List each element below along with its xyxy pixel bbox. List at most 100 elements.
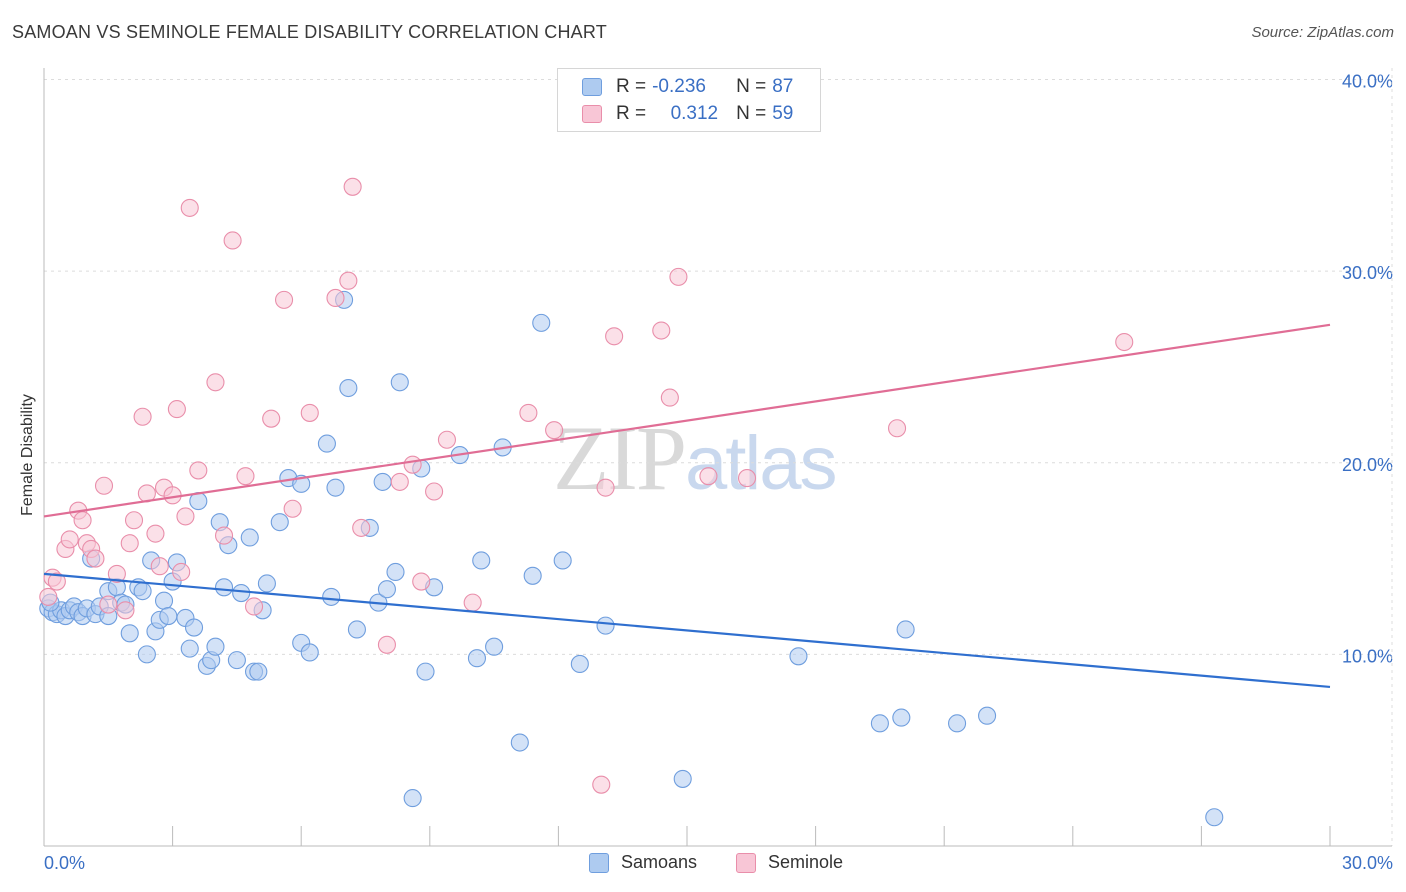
samoans-point [386,562,405,582]
y-tick-label: 30.0% [1342,263,1393,283]
legend-n-label: N = [736,103,767,124]
seminole-point [47,572,66,591]
seminole-point [425,482,444,501]
samoans-point [948,714,967,733]
seminole-point [120,534,139,553]
seminole-point [206,373,225,392]
samoans-point [300,643,319,662]
bottom-legend-label-seminole: Seminole [768,852,844,872]
seminole-point [300,403,319,422]
seminole-point [176,507,195,526]
legend-swatch-samoans [582,78,602,96]
samoans-point [416,662,435,681]
seminole-trend-line [43,323,1331,518]
y-tick-label: 20.0% [1342,455,1393,475]
samoans-point [154,591,174,610]
seminole-point [326,288,345,308]
seminole-point [262,409,281,428]
seminole-point [519,403,538,422]
samoans-point [347,620,366,639]
samoans-point [377,580,396,599]
samoans-point [870,714,889,733]
seminole-point [605,327,624,346]
legend-row-samoans: R = -0.236 N = 87 [582,75,793,99]
samoans-point [510,733,529,752]
samoans-point [249,662,268,681]
seminole-point [94,476,114,495]
samoans-point [896,620,915,639]
samoans-point [978,706,997,725]
samoans-point [472,551,491,570]
seminole-point [463,593,482,612]
legend-r-value: 0.312 [670,103,719,124]
samoans-point [180,639,199,658]
seminole-point [189,461,208,480]
samoans-point [570,654,589,674]
samoans-point [317,434,336,453]
bottom-legend-swatch-seminole [736,852,756,873]
samoans-point [596,616,615,635]
seminole-point [86,549,105,568]
samoans-point [373,472,392,491]
seminole-point [592,775,611,794]
seminole-point [146,524,165,543]
samoans-point [120,624,139,643]
y-tick-label: 10.0% [1342,646,1393,666]
seminole-point [275,290,294,309]
seminole-point [377,635,396,654]
legend-r-label: R = [616,103,647,124]
samoans-point [339,378,358,398]
source-label: Source: ZipAtlas.com [1251,24,1394,41]
samoans-point [467,649,487,668]
seminole-point [107,564,126,583]
bottom-legend: Samoans Seminole [0,852,1406,878]
samoans-point [206,637,225,656]
samoans-point [1205,808,1224,827]
samoans-point [270,513,289,532]
samoans-point [485,637,504,656]
seminole-point [669,267,688,286]
legend-r-label: R = [616,76,647,97]
samoans-point [892,708,911,727]
seminole-point [412,572,431,591]
seminole-point [403,455,422,474]
chart-title: SAMOAN VS SEMINOLE FEMALE DISABILITY COR… [12,22,607,42]
seminole-point [172,562,191,582]
seminole-point [887,419,907,438]
samoans-point [257,574,276,593]
seminole-point [39,587,58,606]
seminole-point [437,430,456,449]
samoans-point [326,478,345,497]
seminole-point [660,388,679,407]
legend-n-label: N = [736,76,767,97]
samoans-trend-line [43,572,1331,689]
seminole-point [545,421,564,440]
samoans-point [133,582,152,601]
bottom-legend-label-samoans: Samoans [621,852,698,872]
samoans-point [240,528,259,547]
x-tick-label: 30.0% [1342,853,1393,873]
samoans-point [159,606,178,626]
samoans-point [214,578,234,597]
seminole-point [223,231,242,250]
seminole-point [283,499,302,518]
seminole-point [167,400,186,419]
seminole-point [339,271,358,290]
seminole-point [99,595,118,614]
seminole-point [352,518,371,537]
bottom-legend-swatch-samoans [589,852,609,873]
seminole-point [652,321,671,340]
legend-row-seminole: R = 0.312 N = 59 [582,102,793,126]
x-tick-label: 0.0% [44,853,85,873]
legend-r-value: -0.236 [652,76,706,97]
samoans-point [322,587,341,606]
seminole-point [390,472,409,491]
y-axis-label: Female Disability [19,394,36,516]
samoans-point [137,645,156,664]
samoans-point [227,651,246,670]
samoans-point [390,373,409,392]
seminole-point [737,469,757,488]
seminole-point [133,407,152,426]
samoans-point [403,789,422,808]
samoans-point [673,769,692,788]
